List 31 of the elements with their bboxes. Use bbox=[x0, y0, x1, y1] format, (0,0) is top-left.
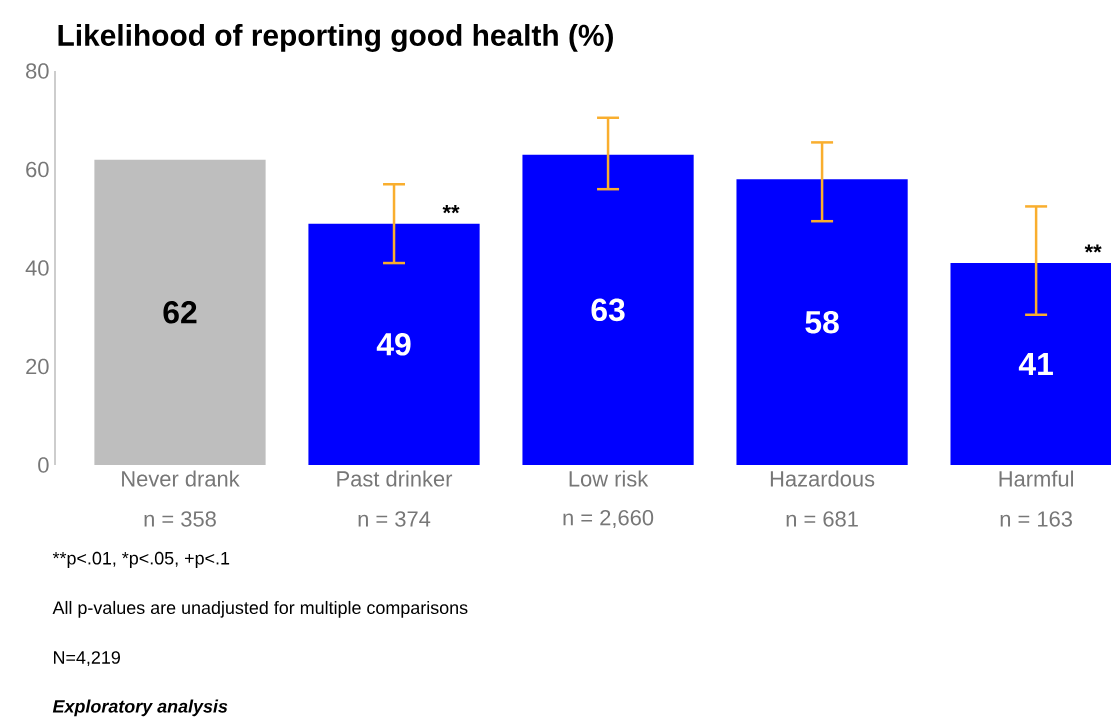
y-tick-label: 60 bbox=[26, 161, 49, 178]
text: **p<.01, *p<.05, +p<.1 bbox=[52, 551, 230, 569]
data-label: 41 bbox=[1018, 353, 1053, 375]
bar bbox=[522, 154, 694, 465]
y-tick-label: 80 bbox=[26, 63, 49, 79]
data-label: 62 bbox=[163, 301, 197, 324]
text: n = 374 bbox=[358, 511, 431, 527]
data-label: 63 bbox=[591, 298, 625, 322]
bar bbox=[94, 159, 266, 465]
bar bbox=[308, 223, 480, 465]
data-label: 58 bbox=[805, 310, 839, 334]
x-tick-label: Hazardous bbox=[770, 470, 875, 487]
y-tick-label: 0 bbox=[38, 457, 49, 473]
x-tick-label: Past drinker bbox=[337, 470, 453, 487]
text: n = 2,660 bbox=[563, 509, 654, 529]
text: n = 358 bbox=[144, 511, 216, 527]
text: Exploratory analysis bbox=[52, 699, 228, 717]
data-label: 49 bbox=[376, 333, 411, 356]
x-tick-label: Low risk bbox=[569, 470, 649, 487]
chart-title: Likelihood of reporting good health (%) bbox=[58, 23, 613, 52]
x-tick-label: Harmful bbox=[999, 470, 1073, 487]
annotation: ** bbox=[1084, 244, 1102, 253]
y-tick-label: 40 bbox=[25, 260, 49, 276]
bar bbox=[736, 179, 908, 465]
text: All p-values are unadjusted for multiple comparisons bbox=[52, 600, 468, 618]
y-tick-label: 20 bbox=[26, 358, 49, 375]
x-tick-label: Never drank bbox=[122, 470, 240, 487]
text: N=4,219 bbox=[54, 651, 120, 666]
annotation: ** bbox=[442, 205, 460, 214]
text: n = 681 bbox=[786, 511, 858, 527]
text: n = 163 bbox=[1000, 511, 1072, 527]
